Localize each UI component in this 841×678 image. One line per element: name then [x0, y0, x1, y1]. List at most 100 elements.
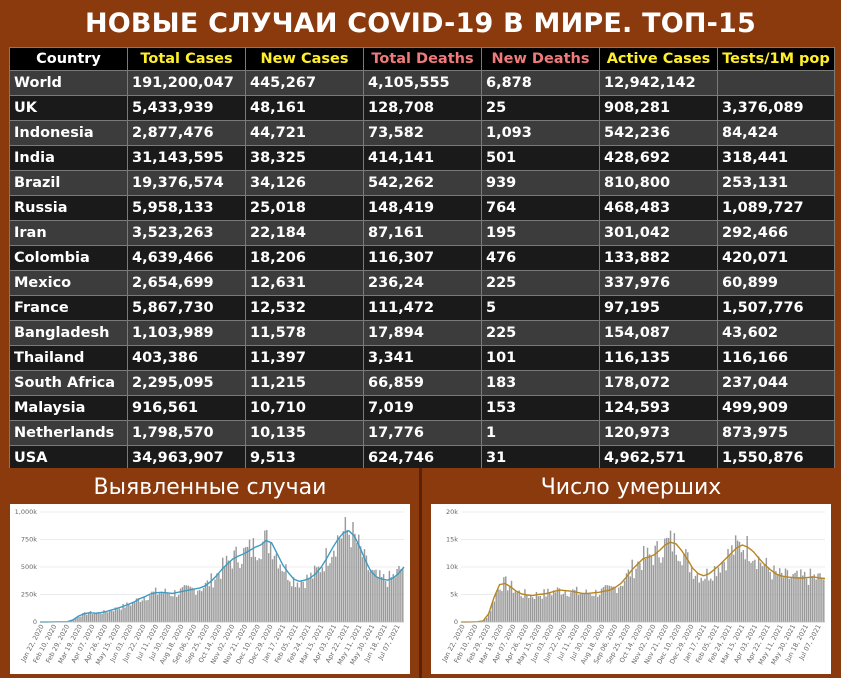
daily-bar — [283, 571, 285, 622]
daily-bar — [290, 586, 293, 622]
daily-bar — [598, 594, 601, 622]
daily-bar — [721, 562, 723, 622]
daily-bar — [166, 593, 168, 622]
cell-tests-per-1m: 420,071 — [717, 245, 835, 271]
daily-bar — [512, 592, 515, 622]
daily-bar — [711, 580, 714, 622]
daily-bar — [616, 593, 618, 622]
moving-average-line — [40, 529, 405, 623]
daily-bar — [177, 594, 180, 622]
daily-bar — [304, 588, 306, 622]
daily-bar — [89, 610, 92, 622]
daily-bar — [116, 609, 119, 622]
daily-bar — [202, 587, 205, 622]
daily-bar — [694, 575, 697, 622]
cell-new-cases: 10,135 — [245, 420, 364, 446]
cell-new-cases: 11,397 — [245, 345, 364, 371]
cell-tests-per-1m: 499,909 — [717, 395, 835, 421]
cell-total-cases: 191,200,047 — [127, 70, 246, 96]
daily-bar — [348, 534, 350, 622]
daily-bar — [147, 600, 149, 622]
daily-bar — [390, 577, 393, 622]
daily-bar — [103, 610, 105, 622]
cell-total-deaths: 542,262 — [363, 170, 482, 196]
daily-bar — [153, 591, 155, 622]
daily-bar — [306, 574, 308, 622]
daily-bar — [547, 588, 549, 622]
daily-bar — [344, 517, 347, 622]
cell-total-cases: 5,867,730 — [127, 295, 246, 321]
daily-bar — [541, 598, 543, 622]
daily-bar — [656, 541, 658, 622]
cell-total-cases: 3,523,263 — [127, 220, 246, 246]
cell-new-cases: 38,325 — [245, 145, 364, 171]
daily-bar — [518, 590, 520, 622]
daily-bar — [158, 593, 161, 622]
cell-new-deaths: 1 — [481, 420, 600, 446]
daily-bar — [124, 607, 126, 622]
daily-bar — [775, 571, 777, 622]
cell-tests-per-1m: 292,466 — [717, 220, 835, 246]
daily-bar — [110, 610, 113, 622]
daily-bar — [531, 597, 534, 622]
daily-bar — [99, 613, 101, 622]
daily-bar — [692, 578, 695, 622]
y-tick-label: 750k — [21, 536, 37, 544]
cell-new-deaths: 153 — [481, 395, 600, 421]
daily-bar — [281, 570, 283, 622]
daily-bar — [93, 613, 96, 622]
cell-total-cases: 2,654,699 — [127, 270, 246, 296]
daily-bar — [725, 570, 727, 622]
daily-bar — [736, 540, 739, 622]
daily-bar — [363, 549, 366, 622]
daily-bar — [572, 589, 574, 622]
cell-total-deaths: 116,307 — [363, 245, 482, 271]
daily-bar — [637, 561, 639, 622]
daily-bar — [577, 594, 580, 622]
cell-new-cases: 12,532 — [245, 295, 364, 321]
daily-bar — [524, 589, 526, 622]
deaths-chart-panel: Число умерших 0 5k 10k 15k 20k Jan 22, 2020 Fe… — [423, 472, 839, 678]
daily-bar — [84, 612, 86, 622]
daily-bar — [174, 590, 176, 622]
daily-bar — [564, 591, 566, 622]
cell-tests-per-1m: 253,131 — [717, 170, 835, 196]
daily-bar — [595, 589, 597, 622]
daily-bar — [620, 585, 622, 622]
daily-bar — [551, 595, 553, 622]
daily-bar — [308, 579, 310, 622]
daily-bar — [72, 620, 75, 622]
daily-bar — [499, 589, 501, 622]
daily-bar — [114, 607, 117, 622]
cell-active-cases: 542,236 — [599, 120, 718, 146]
cell-tests-per-1m: 84,424 — [717, 120, 835, 146]
daily-bar — [97, 612, 99, 622]
daily-bar — [369, 571, 371, 622]
daily-bar — [252, 538, 255, 622]
cell-country: India — [9, 145, 128, 171]
cell-active-cases: 154,087 — [599, 320, 718, 346]
column-header-new-cases: New Cases — [245, 47, 364, 71]
daily-bar — [243, 548, 245, 622]
daily-bar — [516, 590, 518, 622]
daily-bar — [652, 565, 655, 622]
daily-bar — [608, 585, 610, 622]
cell-total-cases: 1,103,989 — [127, 320, 246, 346]
daily-bar — [809, 568, 812, 622]
cell-new-cases: 445,267 — [245, 70, 364, 96]
daily-bar — [807, 584, 810, 622]
daily-bar — [493, 601, 496, 622]
daily-bar — [777, 574, 779, 622]
cell-new-deaths: 183 — [481, 370, 600, 396]
daily-bar — [708, 580, 710, 622]
daily-bar — [556, 587, 559, 622]
charts-divider — [419, 468, 422, 678]
daily-bar — [145, 600, 147, 622]
cell-active-cases: 428,692 — [599, 145, 718, 171]
daily-bar — [267, 553, 270, 622]
cell-total-cases: 5,958,133 — [127, 195, 246, 221]
cell-total-cases: 916,561 — [127, 395, 246, 421]
daily-bar — [294, 587, 297, 622]
daily-bar — [648, 554, 651, 622]
daily-bar — [533, 599, 536, 622]
